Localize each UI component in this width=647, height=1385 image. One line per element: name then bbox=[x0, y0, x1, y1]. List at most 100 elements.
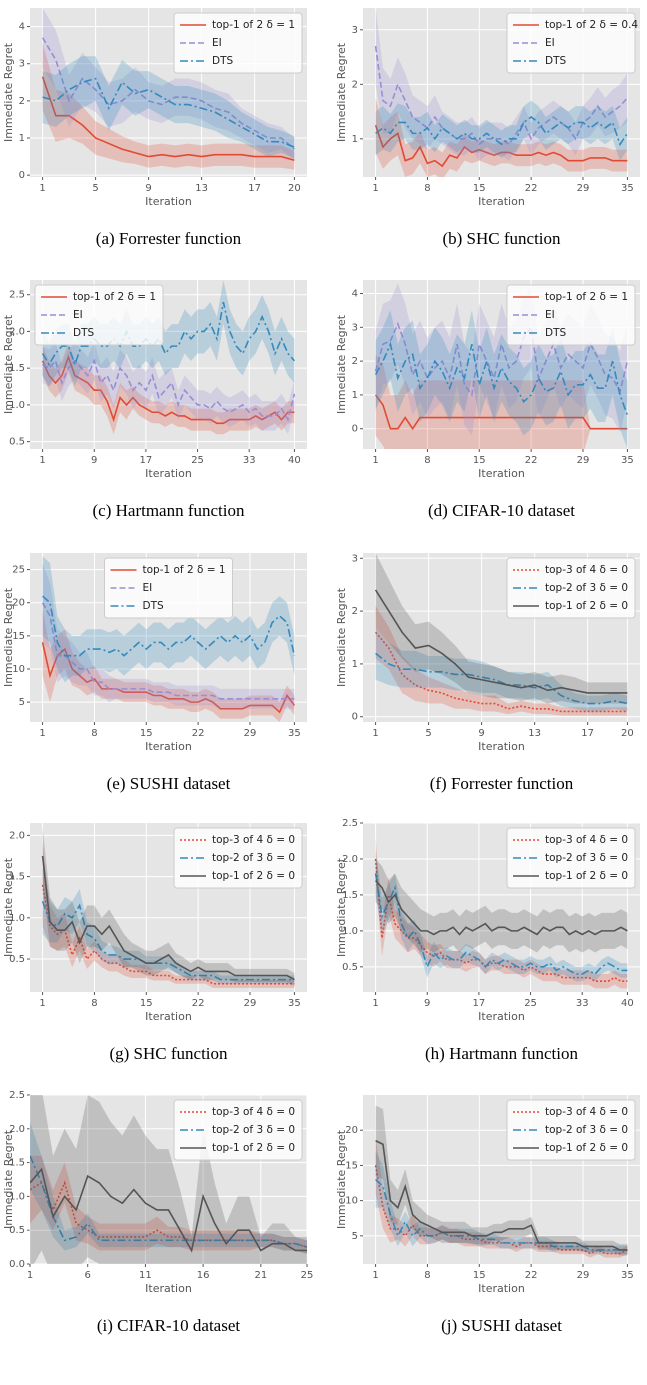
x-tick-label: 13 bbox=[195, 183, 208, 194]
x-tick-label: 35 bbox=[621, 183, 634, 194]
x-tick-label: 16 bbox=[197, 1270, 210, 1281]
y-tick-label: 1 bbox=[19, 133, 25, 144]
x-tick-label: 1 bbox=[372, 1270, 378, 1281]
error-band bbox=[375, 310, 628, 449]
x-tick-label: 9 bbox=[145, 183, 151, 194]
x-tick-label: 15 bbox=[473, 455, 486, 466]
y-axis-label: Immediate Regret bbox=[2, 314, 15, 414]
x-tick-label: 25 bbox=[524, 998, 537, 1009]
y-tick-label: 2.5 bbox=[342, 818, 358, 829]
legend-label: top-2 of 3 δ = 0 bbox=[212, 1124, 295, 1136]
y-axis-label: Immediate Regret bbox=[335, 42, 348, 142]
series-layer bbox=[374, 8, 629, 177]
series-layer bbox=[374, 1105, 628, 1258]
legend-label: DTS bbox=[212, 55, 233, 67]
series-layer bbox=[41, 8, 295, 170]
series-line bbox=[41, 301, 296, 367]
x-tick-label: 29 bbox=[577, 1270, 590, 1281]
legend-label: EI bbox=[143, 582, 153, 594]
subplot: 0.5 1.0 1.5 2.0 1 8 15 22 29 35 Iteration Immediate… bbox=[2, 823, 307, 1063]
y-tick-label: 1.0 bbox=[9, 1191, 25, 1202]
y-tick-label: 2.5 bbox=[9, 290, 25, 301]
caption: (g) SHC function bbox=[109, 1044, 228, 1063]
y-tick-label: 1.5 bbox=[9, 872, 25, 883]
y-tick-label: 0 bbox=[19, 170, 25, 181]
x-tick-label: 22 bbox=[192, 998, 205, 1009]
caption: (b) SHC function bbox=[442, 229, 561, 248]
legend-label: DTS bbox=[143, 600, 164, 612]
legend-label: DTS bbox=[73, 327, 94, 339]
x-tick-label: 33 bbox=[243, 455, 256, 466]
legend: top-3 of 4 δ = 0 top-2 of 3 δ = 0 top-1 of… bbox=[173, 827, 303, 889]
x-tick-label: 17 bbox=[473, 998, 486, 1009]
y-axis-label: Immediate Regret bbox=[2, 42, 15, 142]
legend-label: EI bbox=[545, 309, 555, 321]
y-tick-label: 0 bbox=[352, 712, 358, 723]
x-tick-label: 13 bbox=[528, 728, 541, 739]
series-line bbox=[41, 884, 295, 985]
error-band bbox=[375, 837, 628, 989]
series-line bbox=[374, 321, 629, 397]
x-tick-label: 21 bbox=[254, 1270, 267, 1281]
x-tick-label: 29 bbox=[244, 728, 257, 739]
x-axis-label: Iteration bbox=[478, 467, 525, 480]
y-tick-label: 1.0 bbox=[9, 913, 25, 924]
x-tick-label: 25 bbox=[191, 455, 204, 466]
x-tick-label: 33 bbox=[576, 998, 589, 1009]
series-line bbox=[41, 354, 295, 425]
x-tick-label: 17 bbox=[140, 455, 153, 466]
error-band bbox=[42, 8, 295, 161]
y-tick-label: 0 bbox=[352, 424, 358, 435]
x-tick-label: 11 bbox=[139, 1270, 152, 1281]
series-line bbox=[41, 602, 295, 700]
legend-label: top-2 of 3 δ = 0 bbox=[212, 852, 295, 864]
y-axis-label: Immediate Regret bbox=[335, 857, 348, 957]
error-band bbox=[375, 851, 628, 982]
error-band bbox=[30, 1122, 307, 1254]
y-tick-label: 25 bbox=[12, 565, 25, 576]
legend-label: DTS bbox=[545, 55, 566, 67]
legend-label: top-1 of 2 δ = 1 bbox=[143, 564, 226, 576]
x-tick-label: 1 bbox=[372, 728, 378, 739]
subplot: 1 2 3 1 8 15 22 29 35 Iteration Immediate Regret (b… bbox=[335, 8, 640, 248]
subplot: 5 10 15 20 1 8 15 22 29 35 Iteration Immediate Regr… bbox=[335, 1095, 640, 1335]
x-tick-label: 5 bbox=[92, 183, 98, 194]
subplot: 0.5 1.0 1.5 2.0 2.5 1 9 17 25 33 40 Iteration Immedi… bbox=[2, 280, 307, 520]
x-tick-label: 15 bbox=[140, 998, 153, 1009]
legend-label: top-2 of 3 δ = 0 bbox=[545, 852, 628, 864]
series-line bbox=[374, 394, 628, 431]
error-band bbox=[375, 8, 628, 161]
series-line bbox=[41, 642, 296, 714]
y-tick-label: 4 bbox=[19, 22, 25, 33]
y-axis-label: Immediate Regret bbox=[335, 1129, 348, 1229]
x-tick-label: 8 bbox=[91, 998, 97, 1009]
legend-label: top-1 of 2 δ = 0 bbox=[212, 870, 295, 882]
series-line bbox=[374, 1165, 628, 1255]
caption: (a) Forrester function bbox=[96, 229, 242, 248]
y-axis-label: Immediate Regret bbox=[335, 587, 348, 687]
series-line bbox=[30, 1167, 307, 1253]
x-tick-label: 35 bbox=[621, 455, 634, 466]
x-tick-label: 20 bbox=[621, 728, 634, 739]
series-line bbox=[41, 901, 295, 981]
y-axis-label: Immediate Regret bbox=[2, 857, 15, 957]
x-tick-label: 35 bbox=[288, 998, 301, 1009]
x-tick-label: 1 bbox=[372, 183, 378, 194]
x-axis-label: Iteration bbox=[145, 1010, 192, 1023]
x-axis-label: Iteration bbox=[478, 195, 525, 208]
y-tick-label: 20 bbox=[345, 1125, 358, 1136]
series-layer bbox=[374, 837, 628, 989]
legend-label: top-1 of 2 δ = 1 bbox=[73, 291, 156, 303]
series-line bbox=[30, 1155, 307, 1248]
y-tick-label: 15 bbox=[345, 1160, 358, 1171]
caption: (j) SUSHI dataset bbox=[441, 1316, 562, 1335]
legend: top-1 of 2 δ = 1 EI DTS bbox=[104, 557, 233, 619]
error-band bbox=[42, 827, 295, 987]
y-tick-label: 1.5 bbox=[342, 890, 358, 901]
legend-label: top-3 of 4 δ = 0 bbox=[545, 564, 628, 576]
legend: top-3 of 4 δ = 0 top-2 of 3 δ = 0 top-1 of… bbox=[506, 1099, 636, 1161]
legend: top-3 of 4 δ = 0 top-2 of 3 δ = 0 top-1 of… bbox=[173, 1099, 303, 1161]
x-tick-label: 1 bbox=[39, 183, 45, 194]
subplot: 0.00.51.01.52.02.51 6 11 16 21 25IterationImm… bbox=[2, 1090, 313, 1335]
x-axis-label: Iteration bbox=[145, 740, 192, 753]
